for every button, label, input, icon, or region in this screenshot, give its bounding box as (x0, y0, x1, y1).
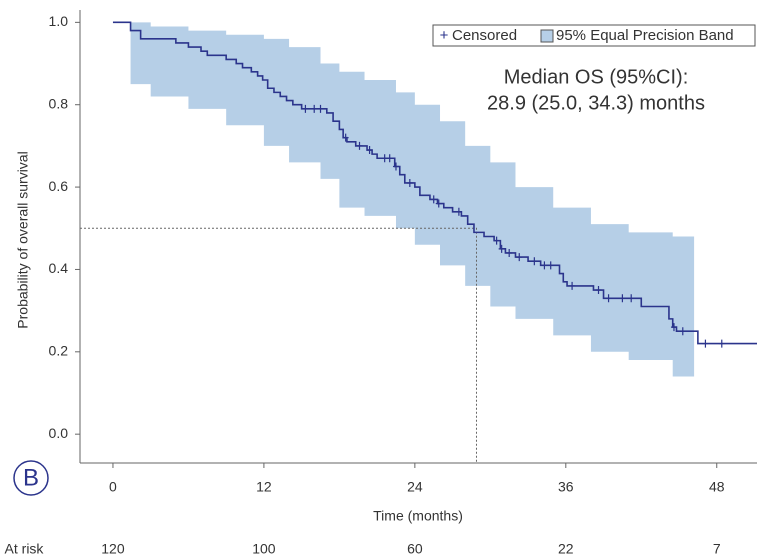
censor-mark (702, 339, 709, 348)
y-tick-label: 1.0 (49, 13, 69, 29)
censor-mark (516, 253, 523, 262)
legend-label: Censored (452, 27, 517, 44)
censor-mark (435, 199, 442, 208)
censor-mark (406, 178, 413, 187)
censor-mark (628, 294, 635, 303)
legend-label: 95% Equal Precision Band (556, 27, 734, 44)
censor-mark (595, 286, 602, 295)
x-tick-label: 36 (558, 479, 574, 495)
x-tick-label: 12 (256, 479, 272, 495)
censor-mark (342, 133, 349, 142)
censor-mark (498, 244, 505, 253)
censor-mark (317, 104, 324, 113)
censor-mark (506, 248, 513, 257)
censor-mark (670, 323, 677, 332)
censor-mark (381, 154, 388, 163)
legend-swatch (540, 29, 554, 43)
censor-mark (531, 257, 538, 266)
legend: + Censored 95% Equal Precision Band (432, 24, 756, 47)
censor-mark (619, 294, 626, 303)
at-risk-value: 100 (252, 541, 276, 557)
x-tick-label: 48 (709, 479, 725, 495)
censor-mark (493, 236, 500, 245)
censor-mark (541, 261, 548, 270)
y-tick-label: 0.0 (49, 425, 69, 441)
censor-mark (569, 281, 576, 290)
at-risk-label: At risk (5, 541, 45, 557)
panel-badge (13, 460, 49, 496)
confidence-band (130, 22, 695, 402)
censor-mark (356, 141, 363, 150)
panel-label: B (23, 464, 39, 491)
censor-mark (311, 104, 318, 113)
y-tick-label: 0.4 (49, 260, 69, 276)
y-axis-label: Probability of overall survival (15, 151, 31, 328)
x-axis-label: Time (months) (373, 508, 463, 524)
legend-symbol: + (440, 27, 449, 44)
median-line (80, 227, 477, 463)
censor-mark (386, 154, 393, 163)
censor-mark (718, 339, 725, 348)
censor-mark (392, 162, 399, 171)
legend-box (432, 24, 756, 47)
censor-mark (430, 195, 437, 204)
annotation: Median OS (95%CI): (504, 66, 689, 88)
at-risk-value: 22 (558, 541, 574, 557)
censor-mark (547, 261, 554, 270)
censor-mark (679, 327, 686, 336)
at-risk-value: 7 (713, 541, 721, 557)
y-tick-label: 0.2 (49, 343, 69, 359)
y-tick-label: 0.6 (49, 178, 69, 194)
annotation: 28.9 (25.0, 34.3) months (487, 92, 705, 114)
censor-mark (605, 294, 612, 303)
censor-mark (455, 207, 462, 216)
at-risk-value: 60 (407, 541, 423, 557)
x-tick-label: 0 (109, 479, 117, 495)
y-tick-label: 0.8 (49, 95, 69, 111)
censor-mark (302, 104, 309, 113)
at-risk-value: 120 (101, 541, 125, 557)
x-tick-label: 24 (407, 479, 423, 495)
censor-mark (366, 146, 373, 155)
